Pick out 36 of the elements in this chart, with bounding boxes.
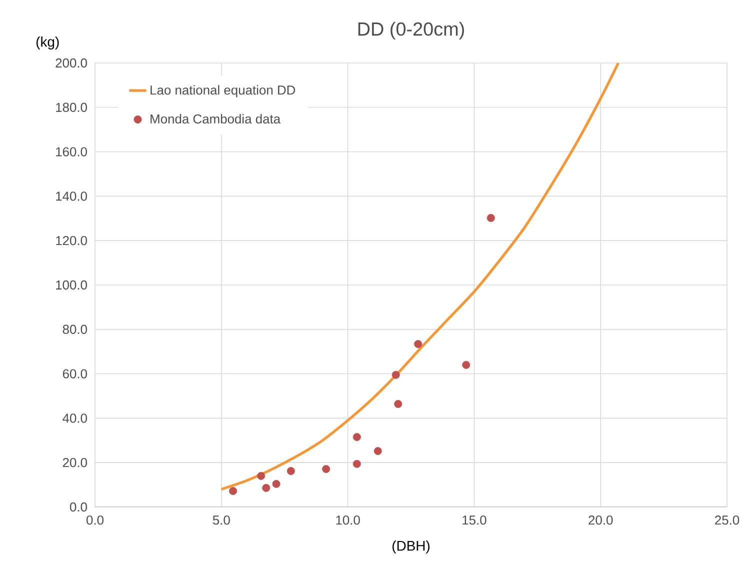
x-axis-title: (DBH) bbox=[392, 540, 430, 554]
x-tick-label: 10.0 bbox=[336, 516, 360, 525]
y-tick-label: 60.0 bbox=[62, 369, 87, 378]
y-tick-label: 120.0 bbox=[56, 236, 87, 246]
legend-label: Lao national equation DD bbox=[150, 85, 296, 98]
y-tick-label: 160.0 bbox=[56, 147, 87, 156]
y-tick-label: 20.0 bbox=[62, 458, 87, 468]
point bbox=[374, 447, 382, 456]
y-tick-label: 140.0 bbox=[56, 192, 87, 201]
y-tick-label: 0.0 bbox=[70, 502, 87, 512]
x-tick-label: 25.0 bbox=[715, 516, 740, 525]
x-tick-label: 0.0 bbox=[86, 516, 104, 525]
legend-label: Monda Cambodia data bbox=[150, 114, 281, 124]
y-tick-label: 100.0 bbox=[56, 280, 87, 290]
point bbox=[286, 467, 295, 476]
y-tick-label: 40.0 bbox=[62, 414, 87, 423]
point bbox=[394, 400, 402, 408]
point bbox=[392, 370, 400, 379]
y-tick-label: 200.0 bbox=[56, 58, 87, 68]
point bbox=[352, 433, 361, 442]
point bbox=[486, 214, 495, 222]
x-tick-label: 15.0 bbox=[462, 516, 486, 525]
x-tick-label: 5.0 bbox=[212, 516, 230, 525]
point bbox=[322, 465, 330, 474]
point bbox=[414, 340, 422, 348]
point bbox=[352, 460, 361, 468]
x-tick-label: 20.0 bbox=[588, 516, 613, 525]
y-tick-label: 180.0 bbox=[56, 102, 87, 112]
point bbox=[257, 472, 266, 480]
point bbox=[229, 487, 238, 495]
point bbox=[462, 360, 470, 369]
y-axis-title: (kg) bbox=[36, 36, 59, 50]
chart-title: DD (0-20cm) bbox=[358, 22, 464, 40]
point bbox=[272, 480, 280, 488]
point bbox=[262, 484, 270, 492]
y-tick-label: 80.0 bbox=[62, 324, 87, 334]
